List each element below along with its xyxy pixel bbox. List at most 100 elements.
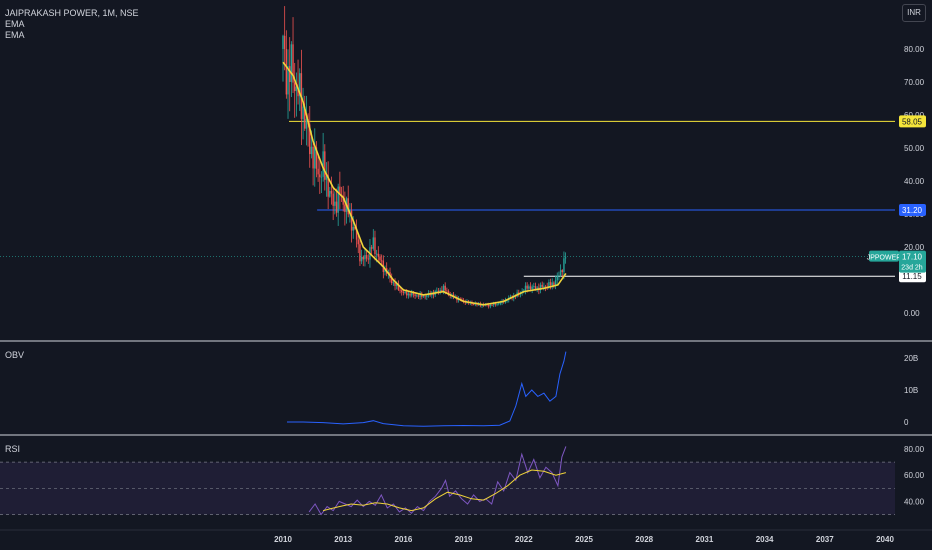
candle-body (487, 304, 490, 307)
candle-body (315, 147, 318, 169)
time-axis-tick: 2031 (696, 535, 714, 544)
candle-body (337, 186, 339, 213)
candle-body (442, 285, 445, 292)
candle-body (491, 304, 493, 306)
candle-body (288, 66, 291, 82)
obv-axis-tick: 0 (904, 418, 909, 427)
time-axis-tick: 2013 (334, 535, 352, 544)
time-axis-tick: 2037 (816, 535, 834, 544)
level-price-label-bg (899, 270, 926, 283)
candle-body (295, 86, 298, 92)
candle-body (441, 289, 443, 292)
obv-line (287, 351, 567, 427)
level-price-label-bg (899, 115, 926, 128)
time-axis-tick: 2034 (756, 535, 774, 544)
candle-body (374, 237, 376, 255)
candle-body (294, 82, 296, 92)
candle-body (412, 293, 415, 295)
candle-body (334, 201, 336, 206)
candle-body (394, 282, 396, 286)
candle-body (564, 257, 567, 259)
candle-body (285, 49, 288, 95)
candle-body (528, 286, 530, 289)
candle-body (494, 303, 497, 305)
candle-body (563, 258, 565, 273)
candle-body (498, 303, 500, 305)
candle-body (534, 286, 537, 290)
rsi-axis-tick: 60.00 (904, 471, 925, 480)
price-axis-tick: 70.00 (904, 78, 925, 87)
candle-body (302, 106, 304, 120)
candle-body (486, 304, 488, 306)
candle-body (312, 146, 314, 169)
candle-body (319, 174, 321, 178)
candle-body (379, 256, 381, 261)
candle-body (292, 44, 294, 83)
candle-body (421, 293, 423, 297)
candle-body (396, 283, 398, 286)
candle-body (299, 73, 301, 97)
candle-body (544, 286, 547, 288)
candle-body (554, 280, 557, 287)
ema-indicator-2[interactable]: EMA (5, 30, 25, 40)
candle-body (543, 286, 545, 288)
candle-body (377, 253, 380, 257)
candle-body (309, 124, 311, 155)
candle-body (558, 275, 560, 277)
candle-body (305, 118, 308, 129)
candle-body (320, 176, 323, 178)
candle-body (392, 282, 395, 284)
candle-body (533, 286, 535, 287)
price-axis-tick: 50.00 (904, 144, 925, 153)
candle-body (287, 66, 289, 95)
candle-body (419, 293, 421, 297)
candle-body (489, 304, 492, 307)
rsi-axis-tick: 80.00 (904, 445, 925, 454)
currency-button[interactable]: INR (902, 4, 926, 22)
candle-body (380, 260, 383, 262)
candle-body (553, 282, 555, 287)
candle-body (402, 292, 405, 293)
symbol-tag-bg (869, 250, 899, 262)
price-axis-tick: 20.00 (904, 243, 925, 252)
candle-body (416, 295, 418, 297)
candle-body (370, 247, 373, 249)
candle-body (548, 282, 550, 288)
candle-body (539, 284, 542, 291)
bar-countdown: 23d 2h (901, 265, 923, 272)
candle-body (297, 86, 299, 97)
candle-body (365, 255, 368, 259)
symbol-title[interactable]: JAIPRAKASH POWER, 1M, NSE (5, 8, 139, 18)
candle-body (390, 277, 393, 284)
candle-body (541, 284, 543, 287)
candle-body (424, 296, 426, 298)
candle-body (407, 293, 410, 296)
candle-body (499, 302, 502, 304)
candle-body (493, 303, 495, 306)
candle-body (559, 270, 562, 276)
candle-body (329, 190, 331, 197)
ema-indicator-1[interactable]: EMA (5, 19, 25, 29)
candle-body (446, 290, 448, 292)
candle-body (317, 168, 319, 175)
candle-body (561, 270, 563, 273)
last-price-label-bg (899, 250, 926, 273)
time-axis-tick: 2028 (635, 535, 653, 544)
time-axis-tick: 2022 (515, 535, 533, 544)
candle-body (447, 291, 450, 296)
level-price-label-bg (899, 204, 926, 217)
candle-body (347, 198, 349, 215)
candle-body (397, 283, 400, 290)
time-axis-tick: 2010 (274, 535, 292, 544)
candle-body (404, 291, 406, 293)
candle-body (290, 44, 293, 82)
candle-body (496, 304, 498, 305)
candle-body (406, 291, 408, 296)
candle-body (409, 293, 411, 296)
time-axis-tick: 2019 (455, 535, 473, 544)
level-price-label: 11.15 (902, 272, 922, 281)
candle-body (551, 282, 553, 286)
price-axis-tick: 80.00 (904, 45, 925, 54)
time-axis-tick: 2025 (575, 535, 593, 544)
